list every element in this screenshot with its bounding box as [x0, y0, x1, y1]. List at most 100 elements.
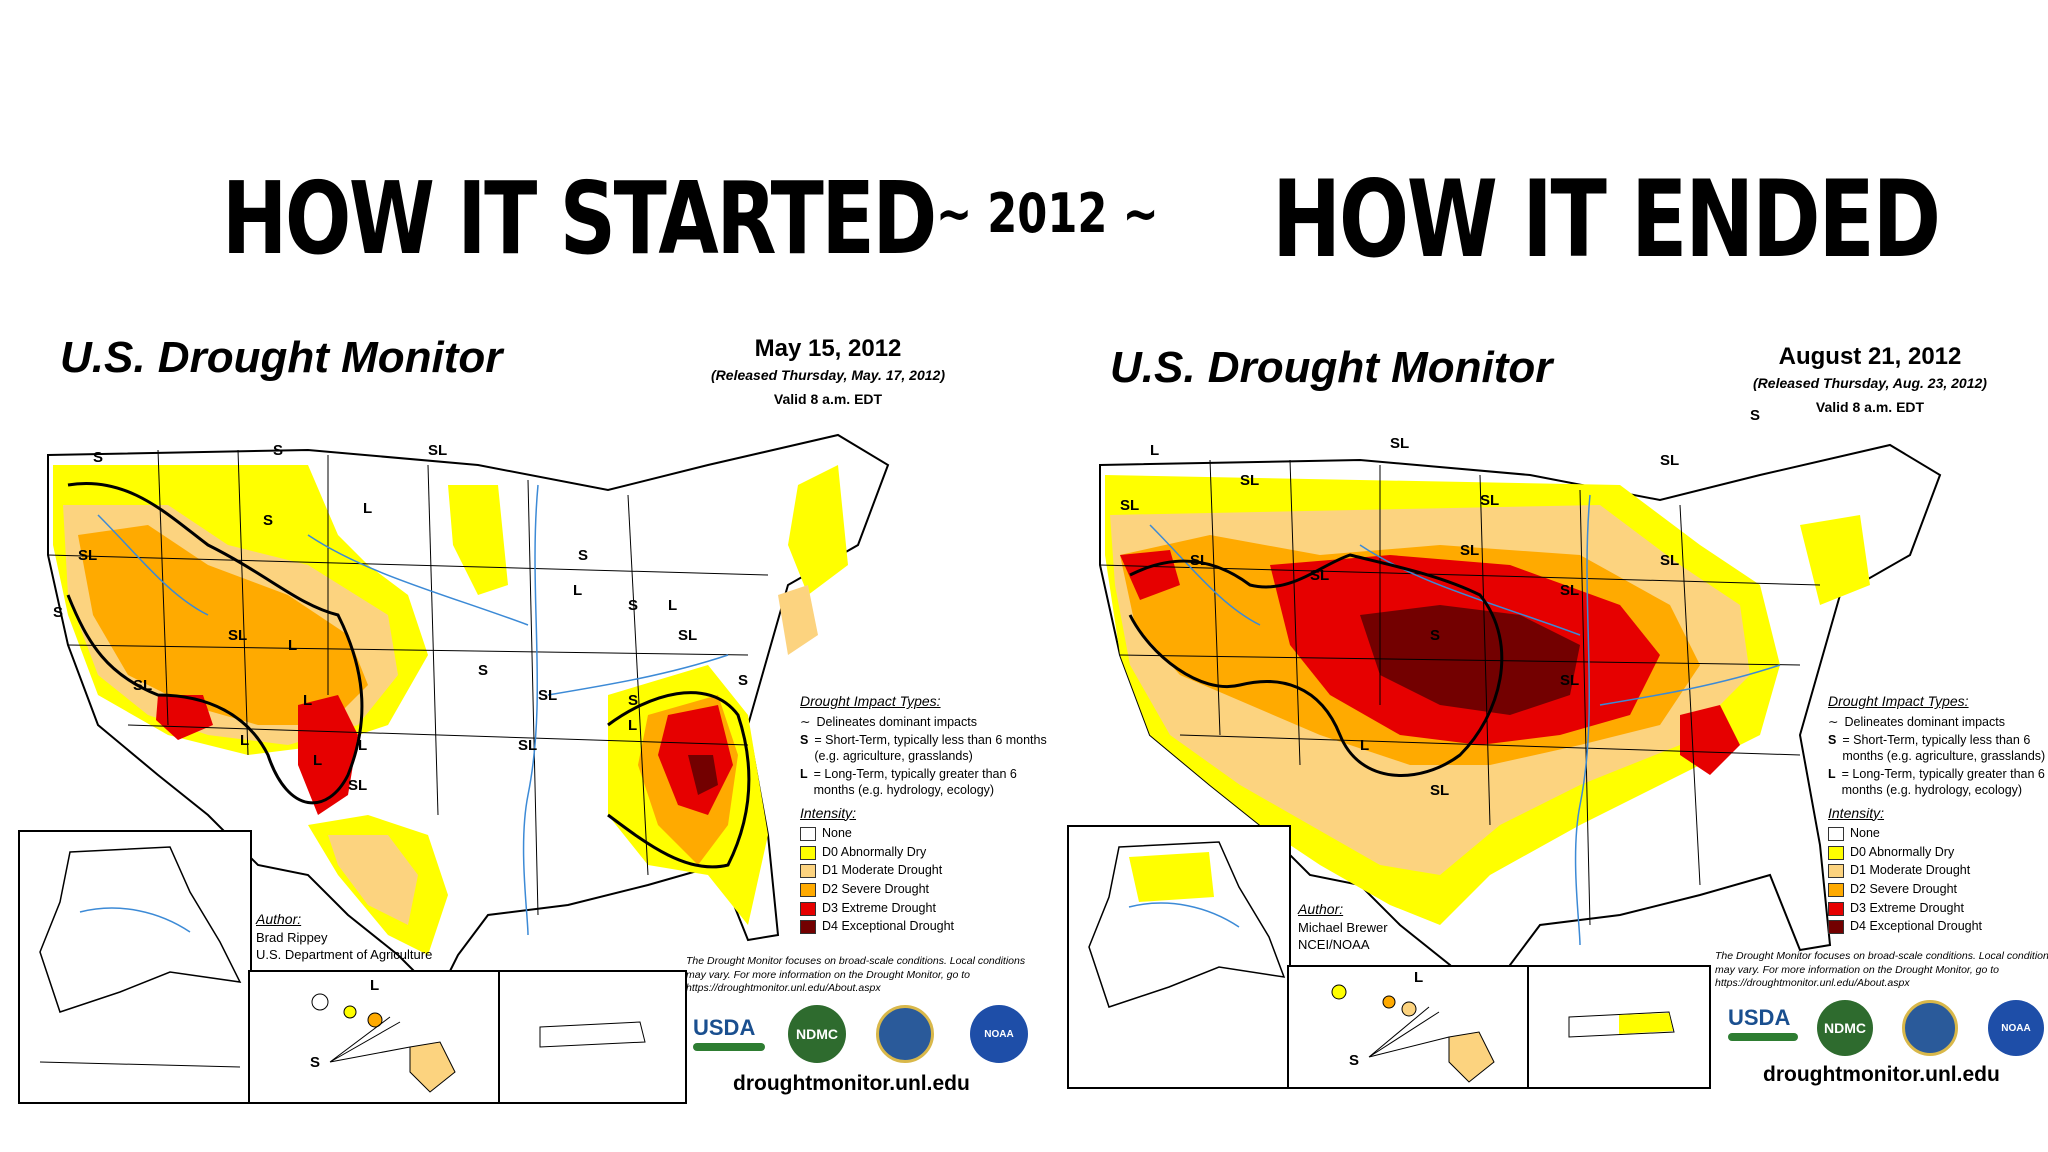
swatch-d0 — [1828, 845, 1844, 860]
swatch-d3 — [1828, 901, 1844, 916]
d1-region-texas — [328, 835, 418, 925]
d1-region-midatlantic — [778, 585, 818, 655]
svg-text:S: S — [310, 1054, 320, 1071]
legend-item: D4 Exceptional Drought — [822, 919, 955, 934]
map-valid-time: Valid 8 a.m. EDT — [773, 391, 883, 407]
noaa-logo: NOAA — [1988, 1000, 2044, 1056]
ndmc-logo: NDMC — [1817, 1000, 1873, 1056]
map-title: U.S. Drought Monitor — [1110, 343, 1553, 392]
usda-text: USDA — [693, 1015, 756, 1040]
author-org: U.S. Department of Agriculture — [256, 947, 433, 963]
headline-how-it-ended: HOW IT ENDED — [1272, 158, 1941, 281]
usda-text: USDA — [1728, 1005, 1791, 1030]
impact-label: L — [240, 732, 249, 749]
impact-label: SL — [1560, 582, 1579, 599]
impact-label: SL — [1430, 782, 1449, 799]
d3-region-sw — [156, 695, 213, 740]
impact-label: SL — [1120, 497, 1139, 514]
impact-line-text: Delineates dominant impacts — [1844, 714, 2005, 729]
swatch-d1 — [800, 864, 816, 879]
ndmc-logo: NDMC — [788, 1005, 846, 1063]
legend-item: D1 Moderate Drought — [822, 863, 943, 878]
short-term-key: S — [1828, 733, 1837, 748]
long-term-text: = Long-Term, typically greater than 6 mo… — [813, 767, 1017, 797]
inset-alaska — [18, 830, 252, 1104]
impact-label: L — [573, 582, 582, 599]
impact-label: S — [1750, 407, 1760, 424]
inset-hawaii: S L — [248, 970, 502, 1104]
impact-line-icon: ∼ — [1828, 714, 1839, 729]
swatch-d2 — [800, 883, 816, 897]
intensity-header: Intensity: — [800, 804, 857, 821]
impact-boundary-line — [66, 482, 364, 805]
drought-monitor-url: droughtmonitor.unl.edu — [733, 1072, 970, 1095]
state-boundaries — [47, 449, 769, 916]
author-block: Author: Brad Rippey U.S. Department of A… — [256, 910, 432, 964]
impact-label: L — [313, 752, 322, 769]
disclaimer: The Drought Monitor focuses on broad-sca… — [1715, 950, 2048, 990]
map-legend: Drought Impact Types: ∼ Delineates domina… — [1828, 693, 2048, 938]
impact-label: SL — [348, 777, 367, 794]
short-term-text: = Short-Term, typically less than 6 mont… — [1842, 733, 2046, 763]
impact-label: SL — [1310, 567, 1329, 584]
impact-label: S — [273, 442, 283, 459]
long-term-key: L — [800, 767, 808, 782]
impact-label: S — [53, 604, 63, 621]
impact-label: SL — [1660, 552, 1679, 569]
swatch-d1 — [1828, 864, 1844, 879]
noaa-logo: NOAA — [970, 1005, 1028, 1063]
commerce-seal-icon — [876, 1005, 934, 1063]
impact-types-header: Drought Impact Types: — [800, 693, 941, 709]
rivers — [1149, 494, 1781, 946]
headline-year: ~ 2012 ~ — [936, 182, 1159, 245]
inset-puerto-rico — [498, 970, 687, 1104]
impact-label: SL — [678, 627, 697, 644]
impact-label: S — [578, 547, 588, 564]
hawaii-map: S L — [310, 977, 456, 1093]
author-label: Author: — [256, 911, 302, 927]
impact-label: S — [263, 512, 273, 529]
legend-item: D0 Abnormally Dry — [822, 844, 927, 859]
legend-item: D1 Moderate Drought — [1850, 863, 1971, 878]
impact-label: SL — [538, 687, 557, 704]
svg-text:L: L — [370, 977, 379, 994]
d0-region-northeast — [1800, 515, 1870, 605]
author-block: Author: Michael Brewer NCEI/NOAA — [1298, 900, 1388, 954]
d2-region-west — [78, 525, 368, 725]
alaska-map — [39, 846, 242, 1068]
author-name: Brad Rippey — [256, 929, 328, 945]
long-term-key: L — [1828, 767, 1836, 782]
impact-label: L — [358, 737, 367, 754]
swatch-d4 — [1828, 920, 1844, 935]
d4-region-georgia — [688, 755, 718, 795]
legend-item: D2 Severe Drought — [1850, 882, 1958, 896]
impact-label: L — [303, 692, 312, 709]
legend-item: None — [822, 826, 852, 841]
inset-puerto-rico — [1527, 965, 1711, 1089]
us-drought-map-may: S SL S S L SL L S SL SL L L L L SL S SL … — [47, 433, 890, 997]
impact-label: SL — [228, 627, 247, 644]
impact-label: SL — [1390, 435, 1409, 452]
legend-item: D4 Exceptional Drought — [1850, 919, 1983, 934]
drought-map-panel-august: U.S. Drought Monitor August 21, 2012 (Re… — [1060, 325, 2048, 1105]
map-legend: Drought Impact Types: ∼ Delineates domina… — [800, 693, 1050, 938]
impact-label: S — [628, 692, 638, 709]
impact-label: S — [478, 662, 488, 679]
map-title: U.S. Drought Monitor — [60, 333, 503, 382]
impact-line-text: Delineates dominant impacts — [816, 714, 977, 729]
swatch-none — [1828, 827, 1844, 842]
impact-label: SL — [1660, 452, 1679, 469]
impact-label: L — [668, 597, 677, 614]
swatch-none — [800, 827, 816, 842]
author-name: Michael Brewer — [1298, 919, 1388, 935]
impact-label: SL — [1460, 542, 1479, 559]
puerto-rico-map — [1568, 1011, 1675, 1038]
usda-logo: USDA — [1728, 1005, 1798, 1055]
long-term-text: = Long-Term, typically greater than 6 mo… — [1841, 767, 2045, 797]
impact-label: SL — [518, 737, 537, 754]
legend-item: D0 Abnormally Dry — [1850, 844, 1955, 859]
impact-label: L — [288, 637, 297, 654]
swatch-d2 — [1828, 883, 1844, 897]
impact-label: SL — [428, 442, 447, 459]
drought-map-panel-may: U.S. Drought Monitor May 15, 2012 (Relea… — [8, 325, 1048, 1105]
